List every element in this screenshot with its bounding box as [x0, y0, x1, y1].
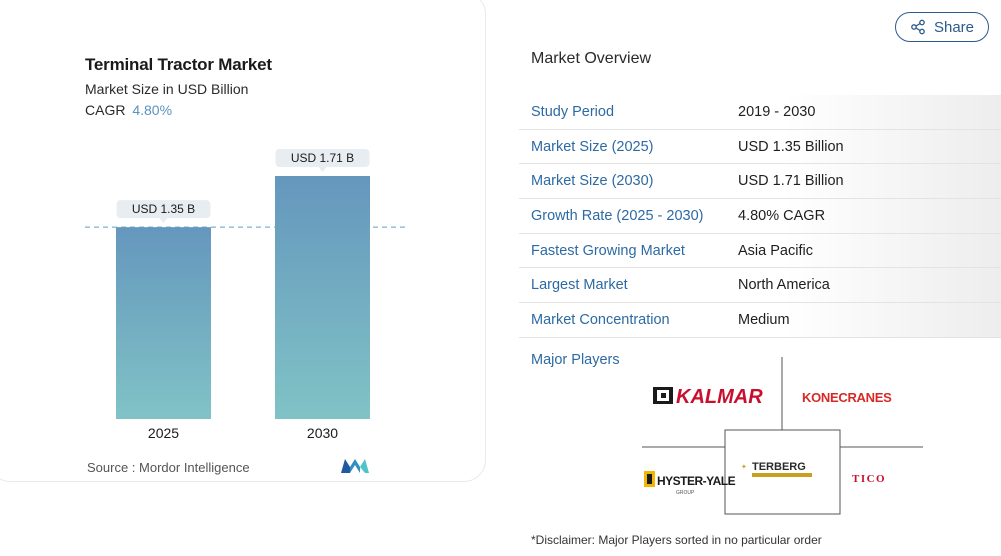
terberg-logo: ✦ TERBERG	[741, 461, 812, 477]
overview-row-value: Asia Pacific	[738, 242, 813, 259]
mordor-intelligence-logo	[341, 459, 369, 473]
data-label: USD 1.35 B	[132, 202, 195, 216]
x-tick-label: 2025	[148, 425, 179, 441]
data-label-pointer	[159, 218, 168, 224]
major-players-label: Major Players	[531, 352, 620, 368]
overview-row-label[interactable]: Largest Market	[531, 277, 628, 294]
chart-card	[0, 0, 486, 482]
overview-row-value: Medium	[738, 311, 790, 328]
market-overview-title: Market Overview	[531, 50, 652, 67]
kalmar-wordmark: KALMAR	[676, 386, 763, 408]
overview-row-value: USD 1.71 Billion	[738, 173, 844, 190]
overview-row: Fastest Growing Market Asia Pacific	[519, 233, 1001, 269]
hyster-yale-wordmark: HYSTER-YALE	[657, 474, 736, 488]
cagr-value: 4.80%	[132, 102, 173, 118]
market-overview-table: Study Period 2019 - 2030 Market Size (2025…	[519, 95, 1001, 338]
overview-row: Market Size (2025) USD 1.35 Billion	[519, 129, 1001, 165]
disclaimer: *Disclaimer: Major Players sorted in no …	[531, 533, 822, 547]
overview-row: Market Concentration Medium	[519, 303, 1001, 338]
overview-row: Largest Market North America	[519, 268, 1001, 304]
overview-row-value: 2019 - 2030	[738, 103, 816, 120]
kalmar-logo: KALMAR	[653, 386, 763, 408]
overview-row-label[interactable]: Fastest Growing Market	[531, 242, 685, 259]
chart-title: Terminal Tractor Market	[85, 55, 272, 74]
overview-row-label[interactable]: Growth Rate (2025 - 2030)	[531, 207, 704, 224]
data-label-bg	[275, 149, 370, 167]
major-players-logos: KALMAR KONECRANES ✦ TERBERG HYSTER-YALE …	[642, 357, 923, 515]
data-label: USD 1.71 B	[291, 151, 354, 165]
overview-row-value: North America	[738, 277, 830, 294]
hyster-yale-group: GROUP	[676, 490, 695, 496]
cagr-label: CAGR	[85, 102, 126, 118]
overview-row-label[interactable]: Study Period	[531, 103, 615, 120]
svg-text:✦: ✦	[741, 463, 747, 471]
bar-2030	[275, 176, 370, 419]
data-label-pointer	[318, 167, 327, 172]
overview-row-label[interactable]: Market Concentration	[531, 311, 670, 328]
overview-row-label[interactable]: Market Size (2025)	[531, 138, 654, 155]
bar-2025	[116, 227, 211, 419]
bar-chart: USD 1.35 B 2025 USD 1.71 B 2030	[85, 149, 405, 441]
cagr-row: CAGR 4.80%	[85, 102, 172, 118]
data-label-bg	[116, 200, 211, 219]
overview-row: Growth Rate (2025 - 2030) 4.80% CAGR	[519, 199, 1001, 234]
x-tick-label: 2030	[307, 425, 338, 441]
overview-row-label[interactable]: Market Size (2030)	[531, 173, 654, 190]
hyster-yale-logo: HYSTER-YALE GROUP	[644, 471, 736, 496]
share-label: Share	[933, 18, 975, 36]
konecranes-logo: KONECRANES	[802, 390, 892, 405]
chart-subtitle: Market Size in USD Billion	[85, 81, 249, 97]
overview-row: Study Period 2019 - 2030	[519, 95, 1001, 130]
share-button[interactable]: Share	[895, 12, 989, 42]
chart-source: Source : Mordor Intelligence	[87, 460, 250, 475]
overview-row-value: USD 1.35 Billion	[738, 138, 844, 155]
overview-row: Market Size (2030) USD 1.71 Billion	[519, 164, 1001, 200]
share-icon	[911, 19, 925, 35]
tico-logo: TICO	[852, 473, 886, 485]
terberg-wordmark: TERBERG	[752, 461, 806, 473]
overview-row-value: 4.80% CAGR	[738, 207, 826, 224]
